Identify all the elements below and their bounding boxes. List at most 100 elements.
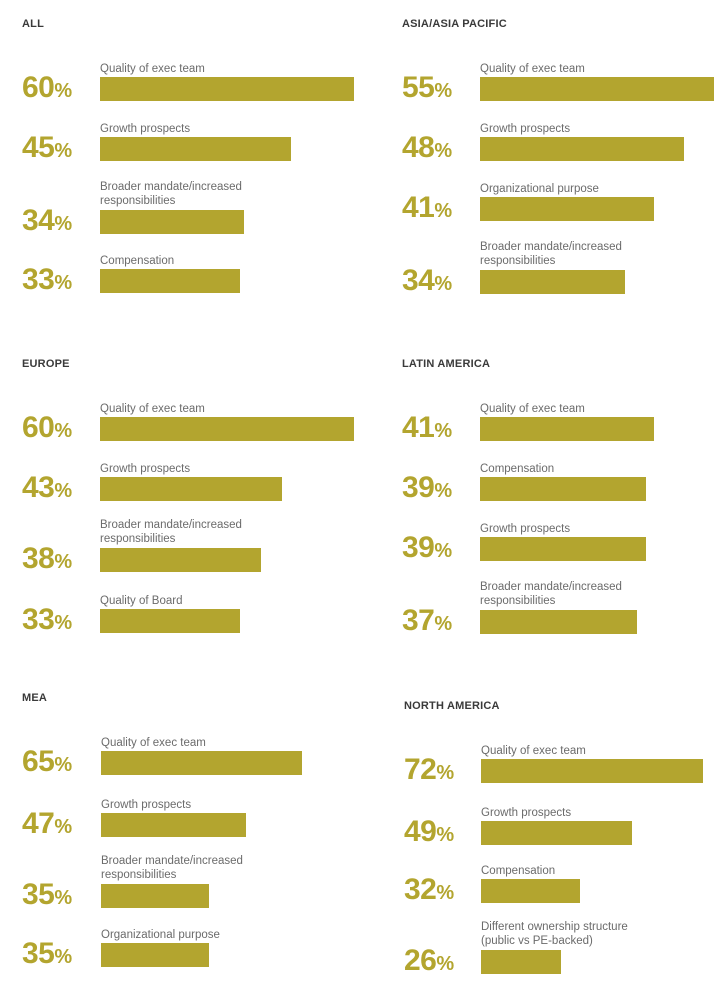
bar <box>480 417 654 441</box>
category-label: Growth prospects <box>481 807 572 819</box>
value-label: 45% <box>22 131 72 165</box>
value-label: 33% <box>22 603 72 637</box>
value-label: 35% <box>22 937 72 971</box>
percent-sign: % <box>54 946 73 968</box>
category-label: Growth prospects <box>100 123 191 135</box>
bar <box>480 77 714 101</box>
category-label: Organizational purpose <box>101 929 220 941</box>
bar <box>100 210 244 234</box>
category-label: Quality of exec team <box>480 403 585 415</box>
bar <box>100 417 354 441</box>
value-label: 34% <box>402 264 452 298</box>
value-number: 41 <box>402 191 435 224</box>
value-number: 34 <box>402 264 435 297</box>
bar <box>480 270 625 294</box>
value-label: 49% <box>404 815 454 849</box>
value-label: 33% <box>22 263 72 297</box>
category-label: Quality of exec team <box>481 745 586 757</box>
value-label: 43% <box>22 471 72 505</box>
percent-sign: % <box>434 273 453 295</box>
category-label: Broader mandate/increased responsibiliti… <box>101 855 243 881</box>
percent-sign: % <box>54 887 73 909</box>
value-number: 60 <box>22 411 55 444</box>
category-label: Quality of exec team <box>480 63 585 75</box>
percent-sign: % <box>54 80 73 102</box>
value-label: 34% <box>22 204 72 238</box>
category-label: Growth prospects <box>100 463 191 475</box>
bar <box>480 610 637 634</box>
panel-title: NORTH AMERICA <box>404 700 500 712</box>
percent-sign: % <box>54 272 73 294</box>
panel-title: ALL <box>22 18 44 30</box>
value-label: 60% <box>22 71 72 105</box>
value-number: 60 <box>22 71 55 104</box>
percent-sign: % <box>54 754 73 776</box>
percent-sign: % <box>434 80 453 102</box>
percent-sign: % <box>54 140 73 162</box>
category-label: Compensation <box>100 255 175 267</box>
percent-sign: % <box>434 140 453 162</box>
value-label: 41% <box>402 191 452 225</box>
category-label: Growth prospects <box>101 799 192 811</box>
category-label: Compensation <box>481 865 556 877</box>
bar <box>481 759 703 783</box>
bar <box>101 943 209 967</box>
value-number: 34 <box>22 204 55 237</box>
value-number: 39 <box>402 531 435 564</box>
value-label: 48% <box>402 131 452 165</box>
value-number: 47 <box>22 807 55 840</box>
panel-title: LATIN AMERICA <box>402 358 491 370</box>
value-number: 48 <box>402 131 435 164</box>
bar <box>100 269 240 293</box>
value-number: 26 <box>404 944 437 977</box>
category-label: Growth prospects <box>480 523 571 535</box>
bar <box>481 950 561 974</box>
value-number: 55 <box>402 71 435 104</box>
value-label: 32% <box>404 873 454 907</box>
percent-sign: % <box>54 551 73 573</box>
category-label: Quality of exec team <box>100 63 205 75</box>
percent-sign: % <box>436 882 455 904</box>
value-number: 32 <box>404 873 437 906</box>
panel-title: MEA <box>22 692 48 704</box>
value-number: 49 <box>404 815 437 848</box>
panel-title: ASIA/ASIA PACIFIC <box>402 18 507 30</box>
value-label: 41% <box>402 411 452 445</box>
bar <box>100 548 261 572</box>
bar <box>480 137 684 161</box>
percent-sign: % <box>54 480 73 502</box>
value-number: 37 <box>402 604 435 637</box>
value-number: 35 <box>22 937 55 970</box>
category-label: Compensation <box>480 463 555 475</box>
bar <box>101 884 209 908</box>
bar <box>480 197 654 221</box>
value-label: 72% <box>404 753 454 787</box>
value-label: 47% <box>22 807 72 841</box>
bar <box>101 813 246 837</box>
category-label: Broader mandate/increased responsibiliti… <box>100 181 242 207</box>
category-label: Different ownership structure (public vs… <box>481 921 628 947</box>
category-label: Broader mandate/increased responsibiliti… <box>480 241 622 267</box>
value-number: 33 <box>22 603 55 636</box>
bar <box>101 751 302 775</box>
percent-sign: % <box>434 613 453 635</box>
value-number: 45 <box>22 131 55 164</box>
value-label: 35% <box>22 878 72 912</box>
value-label: 37% <box>402 604 452 638</box>
value-label: 65% <box>22 745 72 779</box>
percent-sign: % <box>54 420 73 442</box>
category-label: Quality of Board <box>100 595 183 607</box>
category-label: Broader mandate/increased responsibiliti… <box>480 581 622 607</box>
value-label: 38% <box>22 542 72 576</box>
category-label: Growth prospects <box>480 123 571 135</box>
category-label: Quality of exec team <box>100 403 205 415</box>
value-number: 38 <box>22 542 55 575</box>
value-label: 26% <box>404 944 454 978</box>
value-number: 41 <box>402 411 435 444</box>
percent-sign: % <box>436 953 455 975</box>
percent-sign: % <box>436 824 455 846</box>
percent-sign: % <box>54 612 73 634</box>
value-label: 60% <box>22 411 72 445</box>
value-number: 65 <box>22 745 55 778</box>
bar <box>100 77 354 101</box>
